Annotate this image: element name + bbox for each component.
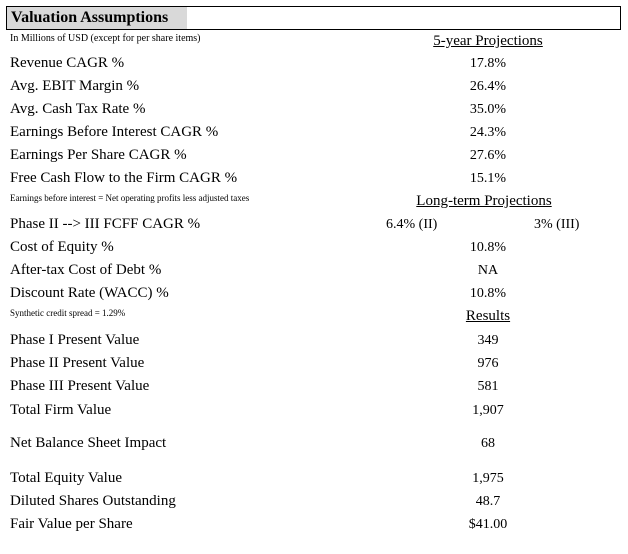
table-row: Avg. EBIT Margin % 26.4%: [6, 75, 620, 97]
phase-iii-value: 3% (III): [534, 217, 580, 232]
table-row: Diluted Shares Outstanding 48.7: [6, 490, 620, 512]
table-row: Earnings Before Interest CAGR % 24.3%: [6, 121, 620, 143]
row-value: 24.3%: [469, 125, 507, 140]
phase-ii-value: 6.4% (II): [386, 217, 438, 232]
row-value: 581: [477, 379, 499, 394]
table-row: Free Cash Flow to the Firm CAGR % 15.1%: [6, 167, 620, 189]
row-value: 26.4%: [469, 79, 507, 94]
table-row: Phase II Present Value 976: [6, 352, 620, 374]
row-label: Fair Value per Share: [10, 516, 133, 532]
row-label: Phase II --> III FCFF CAGR %: [10, 216, 201, 232]
title-bar-extension: [186, 6, 621, 30]
table-row: Phase III Present Value 581: [6, 375, 620, 397]
row-label: Cost of Equity %: [10, 239, 114, 255]
row-value: NA: [477, 263, 499, 278]
row-label: Phase I Present Value: [10, 332, 140, 348]
valuation-table: Valuation Assumptions In Millions of USD…: [6, 6, 621, 546]
five-year-header: 5-year Projections: [433, 33, 543, 49]
table-row: Earnings Per Share CAGR % 27.6%: [6, 144, 620, 166]
row-label: Revenue CAGR %: [10, 55, 125, 71]
row-label: Free Cash Flow to the Firm CAGR %: [10, 170, 238, 186]
table-row: After-tax Cost of Debt % NA: [6, 259, 620, 281]
row-value: 35.0%: [469, 102, 507, 117]
row-value: 10.8%: [469, 286, 507, 301]
row-label: Net Balance Sheet Impact: [10, 435, 167, 451]
table-row: Avg. Cash Tax Rate % 35.0%: [6, 98, 620, 120]
row-label: Avg. Cash Tax Rate %: [10, 101, 146, 117]
table-row: Phase II --> III FCFF CAGR % 6.4% (II) 3…: [6, 213, 620, 235]
row-label: Phase III Present Value: [10, 378, 150, 394]
table-row: Cost of Equity % 10.8%: [6, 236, 620, 258]
row-label: Diluted Shares Outstanding: [10, 493, 176, 509]
title-bar: Valuation Assumptions: [6, 6, 187, 30]
row-value: 27.6%: [469, 148, 507, 163]
row-label: Phase II Present Value: [10, 355, 145, 371]
row-label: Total Firm Value: [10, 402, 112, 418]
row-value: 1,907: [472, 403, 504, 418]
results-header: Results: [465, 308, 511, 324]
row-value: 68: [481, 436, 495, 451]
row-label: Earnings Per Share CAGR %: [10, 147, 187, 163]
row-label: Avg. EBIT Margin %: [10, 78, 140, 94]
earnings-note: Earnings before interest = Net operating…: [10, 193, 250, 203]
subtitle-row: In Millions of USD (except for per share…: [6, 30, 620, 52]
long-term-header: Long-term Projections: [416, 193, 552, 209]
row-value: 17.8%: [469, 56, 507, 71]
row-label: Earnings Before Interest CAGR %: [10, 124, 219, 140]
table-row: Net Balance Sheet Impact 68: [6, 432, 620, 454]
table-row: Total Equity Value 1,975: [6, 467, 620, 489]
row-value: 1,975: [472, 471, 504, 486]
table-row: Total Firm Value 1,907: [6, 399, 620, 421]
note-row: Synthetic credit spread = 1.29% Results: [6, 305, 620, 327]
row-label: Total Equity Value: [10, 470, 122, 486]
row-value: 48.7: [475, 494, 501, 509]
row-value: 349: [477, 333, 499, 348]
table-title: Valuation Assumptions: [11, 9, 169, 26]
row-value: $41.00: [468, 517, 508, 532]
table-row: Fair Value per Share $41.00: [6, 513, 620, 535]
row-label: After-tax Cost of Debt %: [10, 262, 162, 278]
row-value: 10.8%: [469, 240, 507, 255]
row-label: Discount Rate (WACC) %: [10, 285, 169, 301]
row-value: 15.1%: [469, 171, 507, 186]
table-row: Phase I Present Value 349: [6, 329, 620, 351]
table-row: Revenue CAGR % 17.8%: [6, 52, 620, 74]
note-row: Earnings before interest = Net operating…: [6, 190, 620, 212]
row-value: 976: [477, 356, 499, 371]
credit-spread-note: Synthetic credit spread = 1.29%: [10, 308, 126, 318]
table-row: Discount Rate (WACC) % 10.8%: [6, 282, 620, 304]
units-note: In Millions of USD (except for per share…: [10, 33, 201, 44]
